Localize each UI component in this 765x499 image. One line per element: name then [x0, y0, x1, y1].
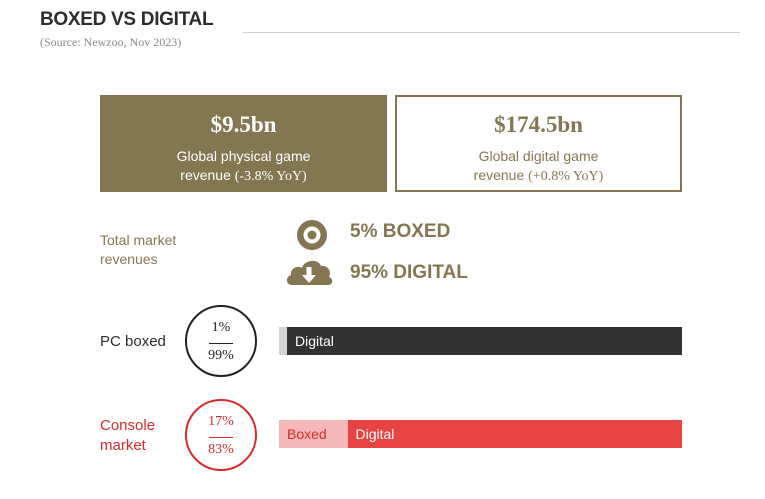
digital-revenue-desc: Global digital game revenue (+0.8% YoY) [397, 147, 680, 186]
pc-bar-segment-boxed [279, 327, 287, 355]
digital-desc-line2: revenue [473, 167, 525, 183]
digital-share-text: 95% DIGITAL [350, 262, 468, 283]
pc-ring-top-value: 1% [211, 320, 231, 335]
cloud-download-icon [284, 253, 336, 293]
physical-yoy: (-3.8% YoY) [234, 169, 307, 184]
boxed-share-text: 5% BOXED [350, 221, 451, 242]
pc-bar-segment-digital: Digital [287, 327, 682, 355]
digital-share-row [284, 253, 336, 293]
pc-ring-divider [209, 343, 233, 344]
physical-revenue-value: $9.5bn [210, 112, 277, 137]
pc-share-ring: 1% 99% [185, 305, 257, 377]
console-bar-label-boxed: Boxed [287, 426, 327, 442]
total-market-label-line2: revenues [100, 251, 158, 267]
console-bar-label-digital: Digital [355, 426, 395, 442]
source-note: (Source: Newzoo, Nov 2023) [40, 35, 182, 49]
console-bar-segment-digital: Digital [347, 420, 682, 448]
boxed-share-row [284, 214, 336, 254]
pc-share-bar: Digital [279, 327, 682, 355]
console-ring-bottom-value: 83% [208, 442, 234, 457]
digital-revenue-value: $174.5bn [494, 112, 583, 137]
digital-yoy: (+0.8% YoY) [528, 169, 604, 184]
physical-revenue-card: $9.5bn Global physical game revenue (-3.… [100, 95, 387, 192]
console-share-bar: Boxed Digital [279, 420, 682, 448]
digital-revenue-card: $174.5bn Global digital game revenue (+0… [395, 95, 682, 192]
physical-revenue-desc: Global physical game revenue (-3.8% YoY) [100, 147, 387, 186]
console-label-line1: Console [100, 417, 156, 434]
disc-icon [284, 214, 336, 254]
pc-ring-bottom-value: 99% [208, 348, 234, 363]
console-ring-divider [209, 437, 233, 438]
digital-desc-line1: Global digital game [478, 148, 599, 164]
header-divider [243, 32, 740, 33]
pc-bar-label-digital: Digital [295, 333, 334, 349]
total-market-label: Total market revenues [100, 231, 176, 269]
pc-boxed-label: PC boxed [100, 333, 166, 350]
console-bar-segment-boxed: Boxed [279, 420, 348, 448]
page-title: BOXED VS DIGITAL [40, 9, 214, 30]
physical-desc-line2: revenue [180, 167, 231, 183]
console-share-ring: 17% 83% [185, 399, 257, 471]
total-market-label-line1: Total market [100, 232, 177, 248]
console-market-label: Console market [100, 416, 155, 456]
console-label-line2: market [100, 437, 146, 454]
physical-desc-line1: Global physical game [176, 148, 311, 164]
console-ring-top-value: 17% [208, 414, 234, 429]
